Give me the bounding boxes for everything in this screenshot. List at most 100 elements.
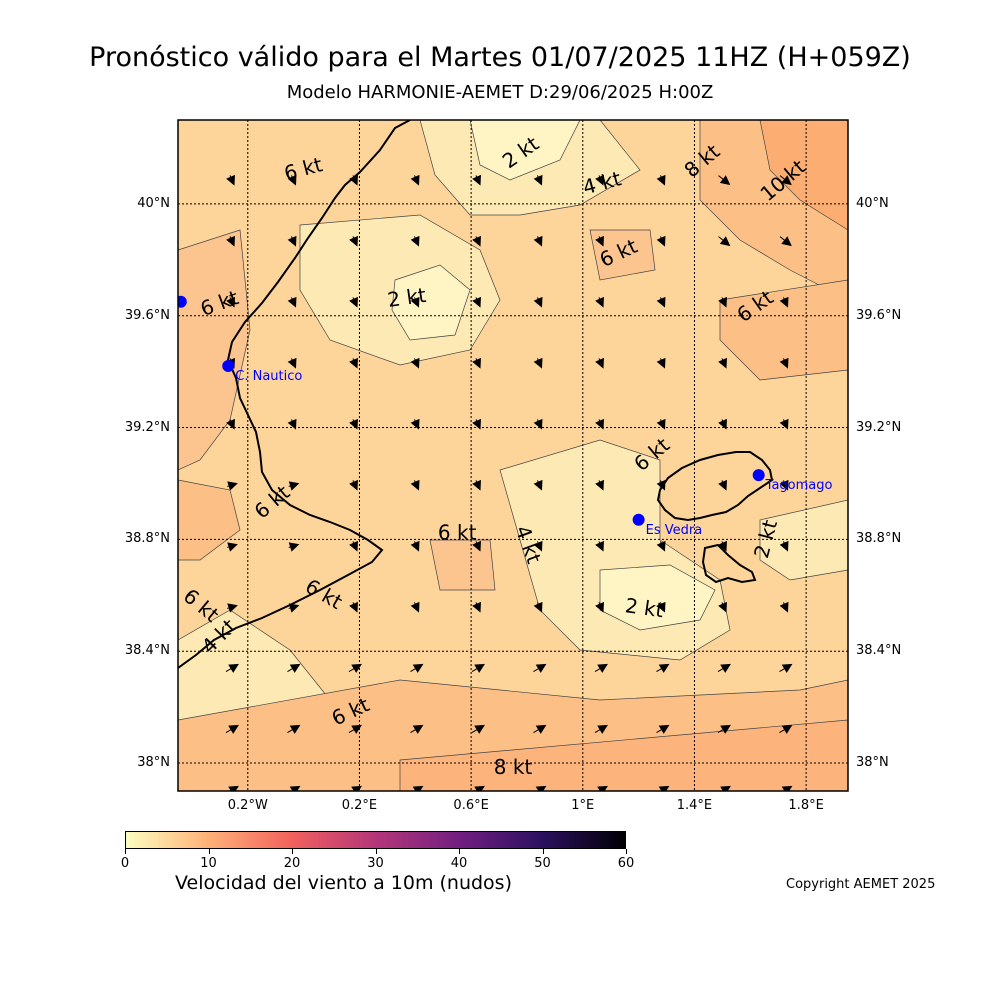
wind-arrow bbox=[287, 296, 297, 308]
wind-arrow bbox=[225, 663, 239, 673]
wind-arrow bbox=[410, 724, 424, 734]
wind-arrow bbox=[595, 479, 604, 491]
wind-arrow bbox=[779, 663, 793, 673]
wind-arrow bbox=[656, 296, 666, 308]
wind-arrow bbox=[349, 601, 358, 613]
lon-tick-label: 1°E bbox=[571, 798, 595, 813]
wind-arrow bbox=[226, 418, 235, 430]
lat-tick-label: 39.2°N bbox=[124, 419, 170, 435]
wind-arrow bbox=[287, 174, 297, 186]
wind-arrow bbox=[533, 540, 543, 552]
wind-arrow bbox=[287, 663, 301, 673]
wind-arrow bbox=[533, 174, 543, 186]
wind-arrow bbox=[718, 601, 727, 613]
wind-arrow bbox=[533, 724, 547, 734]
lat-tick-label: 40°N bbox=[137, 195, 170, 211]
wind-arrow bbox=[226, 174, 235, 186]
wind-arrow bbox=[410, 418, 420, 430]
lat-tick-label: 38°N bbox=[856, 755, 889, 771]
wind-arrow bbox=[656, 479, 666, 491]
colorbar-tick-mark bbox=[208, 849, 210, 854]
wind-arrow bbox=[656, 724, 670, 734]
coastline-mainland bbox=[178, 120, 411, 669]
wind-arrow bbox=[533, 357, 543, 369]
wind-arrow bbox=[595, 418, 604, 430]
wind-arrow bbox=[410, 174, 420, 186]
station-marker bbox=[222, 360, 235, 373]
wind-arrow bbox=[656, 663, 670, 673]
contour-label: 6 kt bbox=[438, 520, 477, 544]
copyright: Copyright AEMET 2025 bbox=[786, 877, 936, 892]
lat-tick-label: 38.8°N bbox=[124, 531, 170, 547]
wind-arrow bbox=[656, 418, 666, 430]
plot-frame bbox=[177, 119, 849, 792]
wind-arrow bbox=[779, 236, 792, 247]
wind-arrow bbox=[718, 236, 731, 247]
wind-arrow bbox=[533, 601, 543, 613]
colorbar-tick-mark bbox=[125, 849, 126, 854]
wind-arrow bbox=[410, 601, 420, 613]
wind-arrow bbox=[533, 663, 547, 673]
wind-arrow bbox=[718, 175, 731, 186]
lat-tick-label: 39.6°N bbox=[124, 307, 170, 323]
lon-tick-label: 1.4°E bbox=[676, 798, 713, 813]
wind-arrow bbox=[287, 357, 297, 369]
colorbar-tick-mark bbox=[375, 849, 377, 854]
wind-arrow bbox=[410, 479, 420, 491]
wind-arrow bbox=[472, 235, 481, 247]
wind-arrow bbox=[410, 235, 420, 247]
region-patch-center bbox=[429, 539, 496, 591]
wind-arrow bbox=[718, 540, 727, 552]
page-subtitle: Modelo HARMONIE-AEMET D:29/06/2025 H:00Z bbox=[286, 82, 714, 103]
wind-arrow bbox=[718, 479, 727, 491]
wind-arrow bbox=[287, 418, 297, 430]
contour-label: 8 kt bbox=[494, 755, 533, 779]
wind-arrow bbox=[349, 479, 358, 491]
wind-arrow bbox=[595, 174, 604, 186]
strongest-region-northeast bbox=[759, 120, 848, 231]
region-patch-north bbox=[589, 229, 656, 281]
wind-arrow bbox=[779, 296, 789, 308]
colorbar-tick-label: 50 bbox=[534, 856, 551, 871]
colorbar-tick-label: 20 bbox=[283, 856, 301, 871]
wind-arrow bbox=[533, 235, 543, 247]
wind-arrow bbox=[717, 663, 731, 673]
very-calm-region-center bbox=[391, 264, 471, 341]
wind-arrow bbox=[718, 418, 727, 430]
wind-arrow bbox=[594, 663, 608, 673]
wind-arrow bbox=[287, 235, 297, 247]
lat-tick-label: 38.4°N bbox=[856, 643, 902, 659]
wind-arrow bbox=[227, 603, 238, 613]
colorbar-tick-mark bbox=[626, 849, 627, 854]
wind-arrow bbox=[348, 663, 362, 673]
wind-arrow bbox=[533, 418, 543, 430]
page-title: Pronóstico válido para el Martes 01/07/2… bbox=[89, 42, 911, 73]
plot-area: 6 kt 2 kt4 kt8 kt 10 kt6 kt6 kt 2 kt 6 kt6 k… bbox=[178, 120, 848, 791]
wind-arrow bbox=[595, 540, 604, 552]
wind-arrow bbox=[287, 724, 301, 734]
colorbar-tick-label: 30 bbox=[367, 856, 384, 871]
wind-arrow bbox=[718, 296, 727, 308]
calm-region-east bbox=[759, 499, 848, 581]
wind-arrow bbox=[410, 296, 420, 308]
lat-tick-label: 38.4°N bbox=[124, 643, 170, 659]
wind-arrow bbox=[595, 601, 604, 613]
wind-arrow bbox=[349, 296, 358, 308]
wind-arrow bbox=[288, 481, 300, 491]
wind-arrow bbox=[349, 174, 358, 186]
station-marker bbox=[632, 513, 645, 526]
wind-arrow bbox=[656, 540, 666, 552]
wind-arrow bbox=[595, 296, 604, 308]
wind-arrow bbox=[594, 724, 608, 734]
wind-arrow bbox=[717, 724, 731, 734]
wind-arrow bbox=[226, 235, 235, 247]
wind-arrow bbox=[779, 418, 789, 430]
lat-tick-label: 38.8°N bbox=[856, 531, 902, 547]
wind-arrow bbox=[779, 724, 793, 734]
lat-tick-label: 39.6°N bbox=[856, 307, 902, 323]
wind-arrow bbox=[472, 296, 481, 308]
wind-arrow bbox=[349, 357, 358, 369]
colorbar-tick-label: 40 bbox=[450, 856, 468, 871]
colorbar-tick-mark bbox=[542, 849, 544, 854]
